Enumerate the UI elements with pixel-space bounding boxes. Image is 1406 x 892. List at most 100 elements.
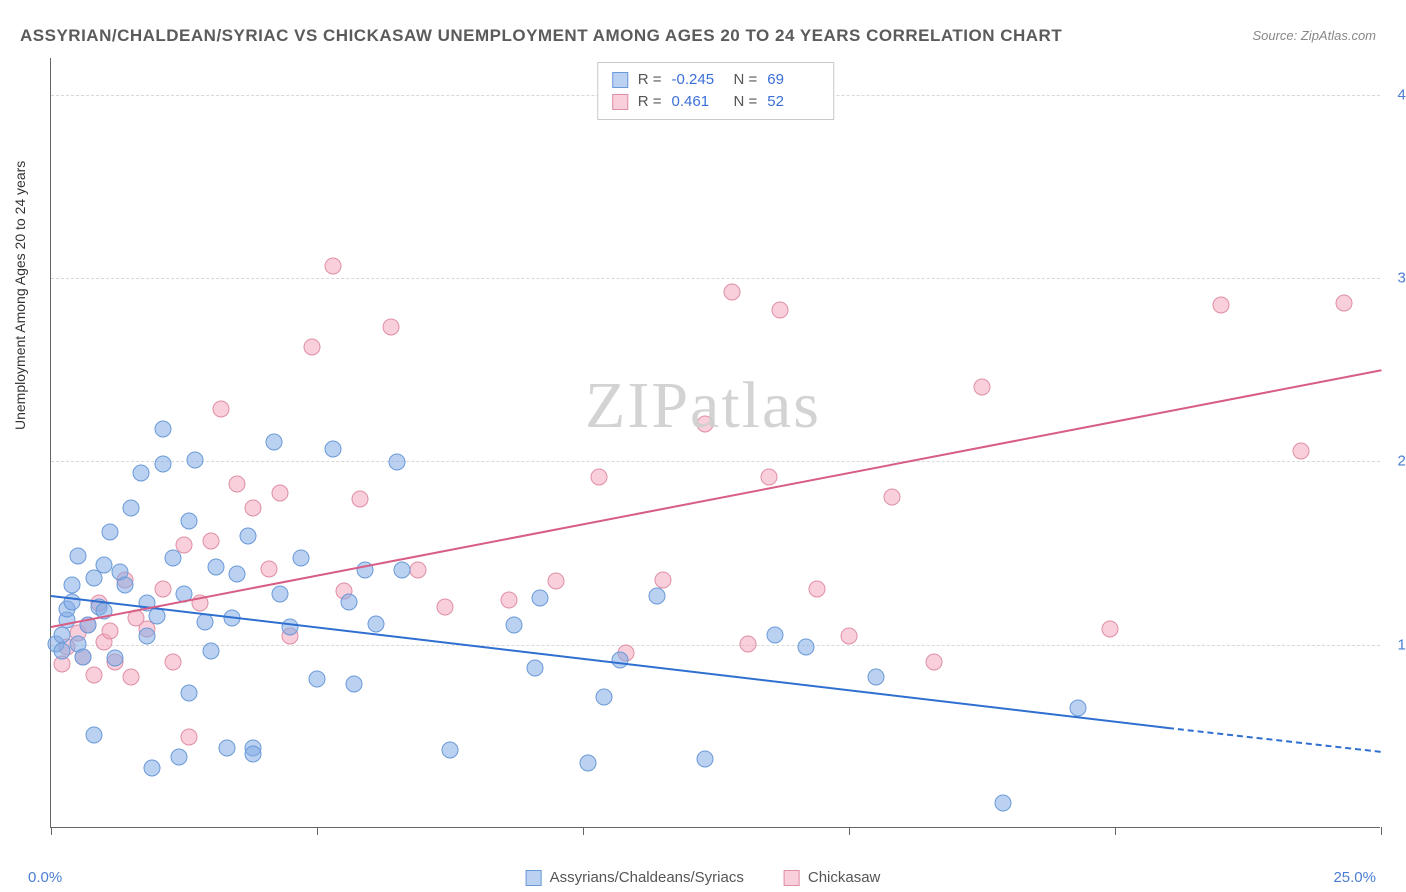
data-point-blue xyxy=(697,751,714,768)
data-point-pink xyxy=(841,628,858,645)
data-point-pink xyxy=(1335,294,1352,311)
swatch-pink-icon xyxy=(612,94,628,110)
data-point-pink xyxy=(500,591,517,608)
y-tick-label: 40.0% xyxy=(1397,86,1406,103)
r-label: R = xyxy=(638,69,662,91)
data-point-pink xyxy=(771,302,788,319)
data-point-blue xyxy=(995,795,1012,812)
top-legend: R =-0.245N =69R =0.461N =52 xyxy=(597,62,835,120)
data-point-pink xyxy=(245,500,262,517)
r-label: R = xyxy=(638,91,662,113)
data-point-blue xyxy=(165,549,182,566)
data-point-blue xyxy=(340,593,357,610)
swatch-blue-icon xyxy=(526,870,542,886)
x-tick xyxy=(583,827,584,835)
data-point-blue xyxy=(154,421,171,438)
y-axis-label: Unemployment Among Ages 20 to 24 years xyxy=(12,161,28,430)
data-point-pink xyxy=(213,401,230,418)
data-point-pink xyxy=(324,258,341,275)
data-point-blue xyxy=(271,586,288,603)
data-point-pink xyxy=(122,668,139,685)
top-legend-row-blue: R =-0.245N =69 xyxy=(612,69,820,91)
y-tick-label: 20.0% xyxy=(1397,453,1406,470)
data-point-blue xyxy=(442,742,459,759)
data-point-blue xyxy=(324,441,341,458)
source-label: Source: ZipAtlas.com xyxy=(1252,28,1376,43)
chart-title: ASSYRIAN/CHALDEAN/SYRIAC VS CHICKASAW UN… xyxy=(20,26,1062,46)
swatch-pink-icon xyxy=(784,870,800,886)
x-tick xyxy=(849,827,850,835)
x-tick xyxy=(51,827,52,835)
data-point-pink xyxy=(165,654,182,671)
data-point-pink xyxy=(761,468,778,485)
data-point-blue xyxy=(239,527,256,544)
data-point-pink xyxy=(809,580,826,597)
data-point-blue xyxy=(245,745,262,762)
legend-item-pink: Chickasaw xyxy=(784,869,881,886)
data-point-blue xyxy=(218,740,235,757)
data-point-pink xyxy=(883,489,900,506)
data-point-pink xyxy=(410,562,427,579)
data-point-blue xyxy=(96,556,113,573)
legend-item-blue: Assyrians/Chaldeans/Syriacs xyxy=(526,869,744,886)
data-point-pink xyxy=(1101,621,1118,638)
data-point-pink xyxy=(590,468,607,485)
data-point-blue xyxy=(867,668,884,685)
data-point-blue xyxy=(186,452,203,469)
data-point-blue xyxy=(154,456,171,473)
data-point-blue xyxy=(766,626,783,643)
data-point-blue xyxy=(1069,699,1086,716)
data-point-blue xyxy=(53,626,70,643)
data-point-blue xyxy=(170,749,187,766)
data-point-blue xyxy=(266,434,283,451)
data-point-blue xyxy=(202,643,219,660)
data-point-pink xyxy=(723,283,740,300)
data-point-blue xyxy=(527,659,544,676)
top-legend-row-pink: R =0.461N =52 xyxy=(612,91,820,113)
x-tick xyxy=(1381,827,1382,835)
n-label: N = xyxy=(734,91,758,113)
data-point-pink xyxy=(261,560,278,577)
data-point-blue xyxy=(69,547,86,564)
data-point-pink xyxy=(101,622,118,639)
data-point-pink xyxy=(436,599,453,616)
swatch-blue-icon xyxy=(612,72,628,88)
data-point-blue xyxy=(394,562,411,579)
data-point-pink xyxy=(303,338,320,355)
data-point-blue xyxy=(229,566,246,583)
data-point-blue xyxy=(505,617,522,634)
data-point-pink xyxy=(351,490,368,507)
x-tick xyxy=(317,827,318,835)
data-point-blue xyxy=(117,577,134,594)
data-point-blue xyxy=(346,676,363,693)
data-point-blue xyxy=(282,619,299,636)
n-value-pink: 52 xyxy=(767,91,819,113)
data-point-blue xyxy=(367,615,384,632)
data-point-blue xyxy=(122,500,139,517)
x-axis-max-label: 25.0% xyxy=(1333,869,1376,886)
data-point-pink xyxy=(1293,443,1310,460)
legend-label-pink: Chickasaw xyxy=(808,869,881,886)
data-point-blue xyxy=(101,523,118,540)
data-point-pink xyxy=(202,533,219,550)
n-value-blue: 69 xyxy=(767,69,819,91)
data-point-pink xyxy=(383,318,400,335)
data-point-blue xyxy=(649,588,666,605)
data-point-pink xyxy=(1213,296,1230,313)
data-point-blue xyxy=(133,465,150,482)
data-point-pink xyxy=(154,580,171,597)
data-point-blue xyxy=(106,650,123,667)
data-point-blue xyxy=(181,512,198,529)
data-point-blue xyxy=(388,454,405,471)
y-tick-label: 10.0% xyxy=(1397,636,1406,653)
data-point-blue xyxy=(138,628,155,645)
data-point-pink xyxy=(697,415,714,432)
gridline xyxy=(51,461,1380,462)
data-point-blue xyxy=(64,593,81,610)
plot-area: 10.0%20.0%30.0%40.0%R =-0.245N =69R =0.4… xyxy=(50,58,1380,828)
data-point-pink xyxy=(229,476,246,493)
data-point-blue xyxy=(181,685,198,702)
data-point-blue xyxy=(207,558,224,575)
data-point-pink xyxy=(548,573,565,590)
data-point-blue xyxy=(144,760,161,777)
